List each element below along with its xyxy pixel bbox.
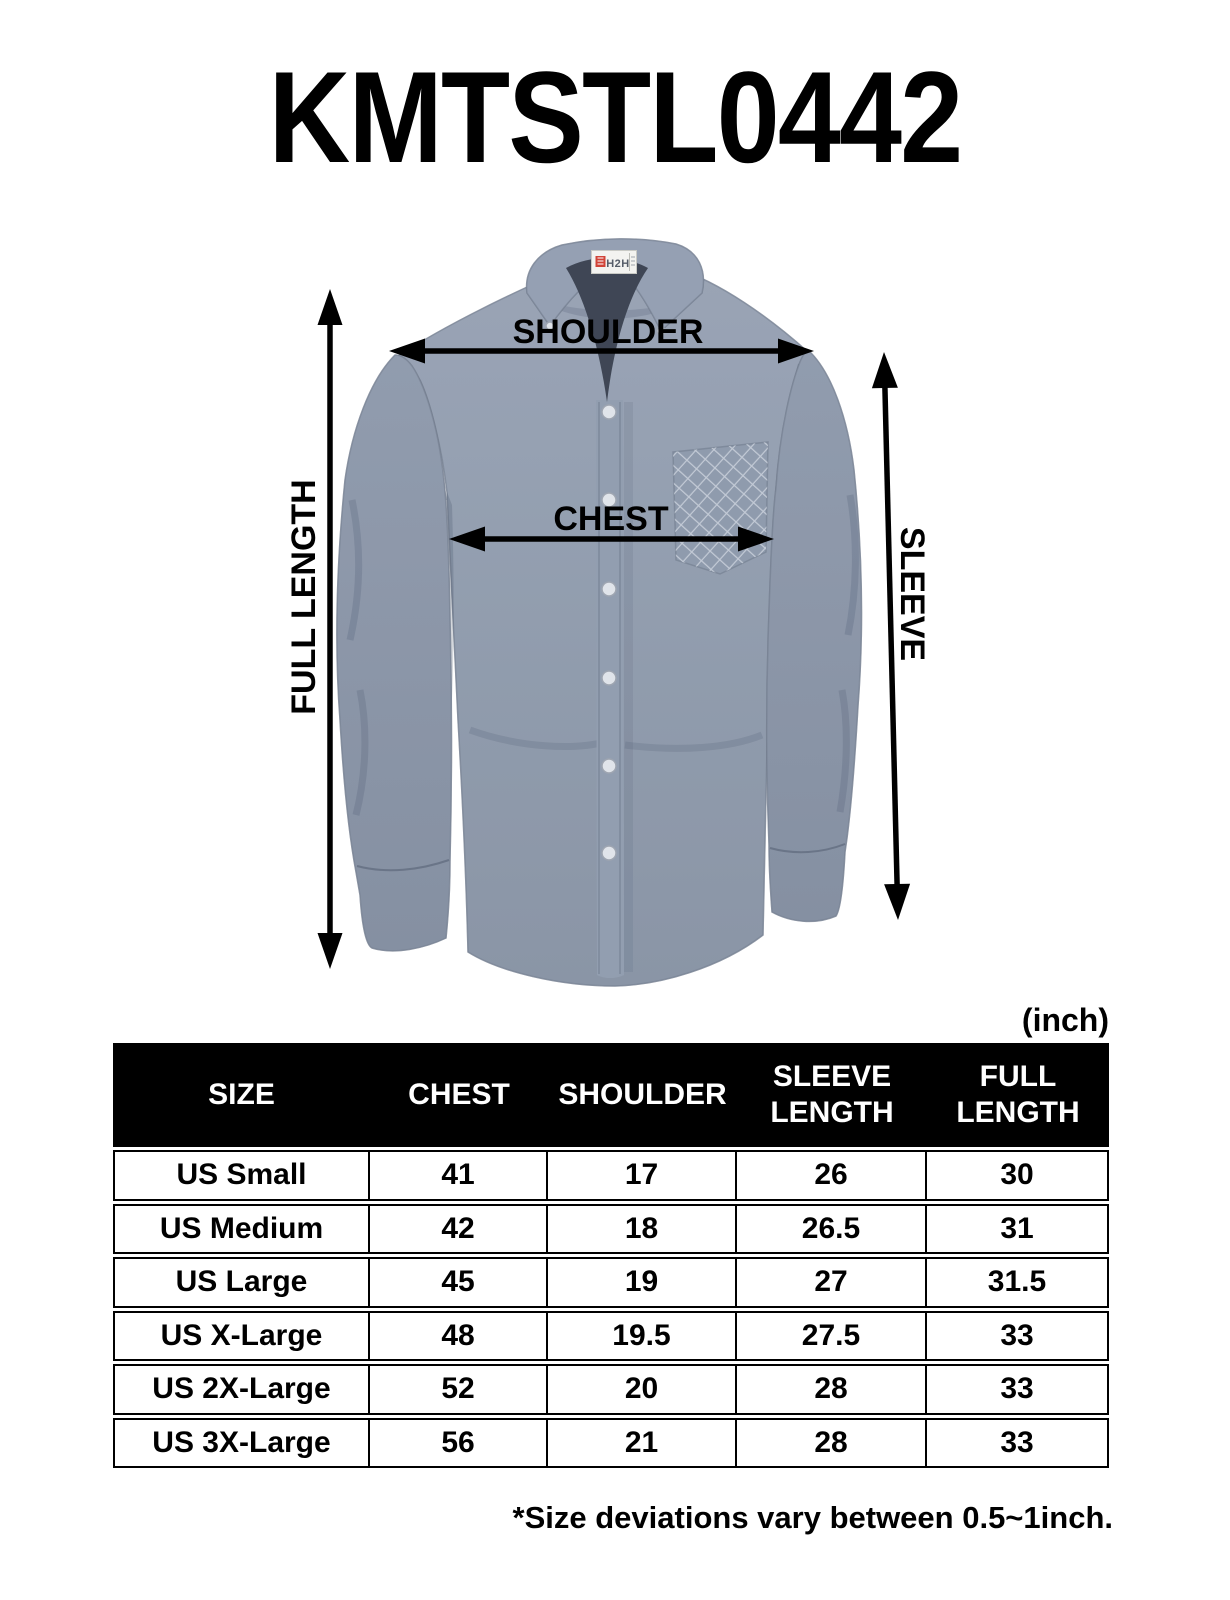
table-row: US Small 41 17 26 30 [113,1150,1109,1201]
buttons [545,321,666,861]
left-cuff-seam [356,859,450,872]
column-header-full-length: FULL LENGTH [927,1043,1109,1147]
placket-button [601,758,617,774]
size-cell: US Large [113,1257,370,1308]
brand-label-text: H2H [606,258,630,270]
table-row: US Large 45 19 27 31.5 [113,1257,1109,1308]
size-cell: US X-Large [113,1310,370,1361]
value-cell: 31.5 [927,1257,1109,1308]
value-cell: 30 [927,1150,1109,1201]
table-row: US Medium 42 18 26.5 31 [113,1203,1109,1254]
value-cell: 28 [737,1364,927,1415]
value-cell: 33 [927,1364,1109,1415]
collar-button [656,326,666,336]
table-row: US X-Large 48 19.5 27.5 33 [113,1310,1109,1361]
sleeve-label: SLEEVE [893,527,931,661]
sleeve-arrow [871,352,911,920]
placket-button [601,670,617,686]
size-footnote: *Size deviations vary between 0.5~1inch. [512,1500,1113,1535]
column-header-size: SIZE [113,1043,370,1147]
value-cell: 33 [927,1417,1109,1468]
size-cell: US 2X-Large [113,1364,370,1415]
value-cell: 45 [370,1257,548,1308]
size-table-header-row: SIZE CHEST SHOULDER SLEEVE LENGTH FULL LENGT… [113,1043,1109,1147]
value-cell: 31 [927,1203,1109,1254]
value-cell: 27.5 [737,1310,927,1361]
value-cell: 27 [737,1257,927,1308]
placket-button [601,845,617,861]
column-header-chest: CHEST [370,1043,548,1147]
shoulder-label: SHOULDER [513,313,704,351]
collar-button [545,321,555,331]
right-cuff-seam [769,843,846,854]
placket-button [601,492,617,508]
shoulder-arrow [389,338,814,364]
value-cell: 26 [737,1150,927,1201]
value-cell: 41 [370,1150,548,1201]
placket-button [601,404,617,420]
chest-label: CHEST [553,500,668,538]
value-cell: 21 [548,1417,737,1468]
value-cell: 42 [370,1203,548,1254]
value-cell: 19 [548,1257,737,1308]
full-length-arrow [317,289,343,969]
value-cell: 52 [370,1364,548,1415]
shirt-illustration: H2H [336,238,863,987]
value-cell: 28 [737,1417,927,1468]
brand-label: H2H [591,250,637,274]
table-row: US 3X-Large 56 21 28 33 [113,1417,1109,1468]
measurement-arrows [317,289,911,969]
value-cell: 19.5 [548,1310,737,1361]
chest-arrow [449,526,774,552]
table-row: US 2X-Large 52 20 28 33 [113,1364,1109,1415]
column-header-sleeve-length: SLEEVE LENGTH [737,1043,927,1147]
size-table: SIZE CHEST SHOULDER SLEEVE LENGTH FULL LENGT… [113,1040,1109,1471]
size-cell: US Small [113,1150,370,1201]
unit-label: (inch) [1021,1002,1109,1038]
size-cell: US 3X-Large [113,1417,370,1468]
value-cell: 20 [548,1364,737,1415]
value-cell: 17 [548,1150,737,1201]
full-length-label: FULL LENGTH [285,479,323,714]
value-cell: 26.5 [737,1203,927,1254]
value-cell: 48 [370,1310,548,1361]
value-cell: 18 [548,1203,737,1254]
collar-opening [566,257,648,402]
value-cell: 33 [927,1310,1109,1361]
column-header-shoulder: SHOULDER [548,1043,737,1147]
size-table-body: US Small 41 17 26 30 US Medium 42 18 26.5 31 US La… [113,1150,1109,1468]
placket-button [601,581,617,597]
size-cell: US Medium [113,1203,370,1254]
page-title: KMTSTL0442 [268,44,964,190]
value-cell: 56 [370,1417,548,1468]
